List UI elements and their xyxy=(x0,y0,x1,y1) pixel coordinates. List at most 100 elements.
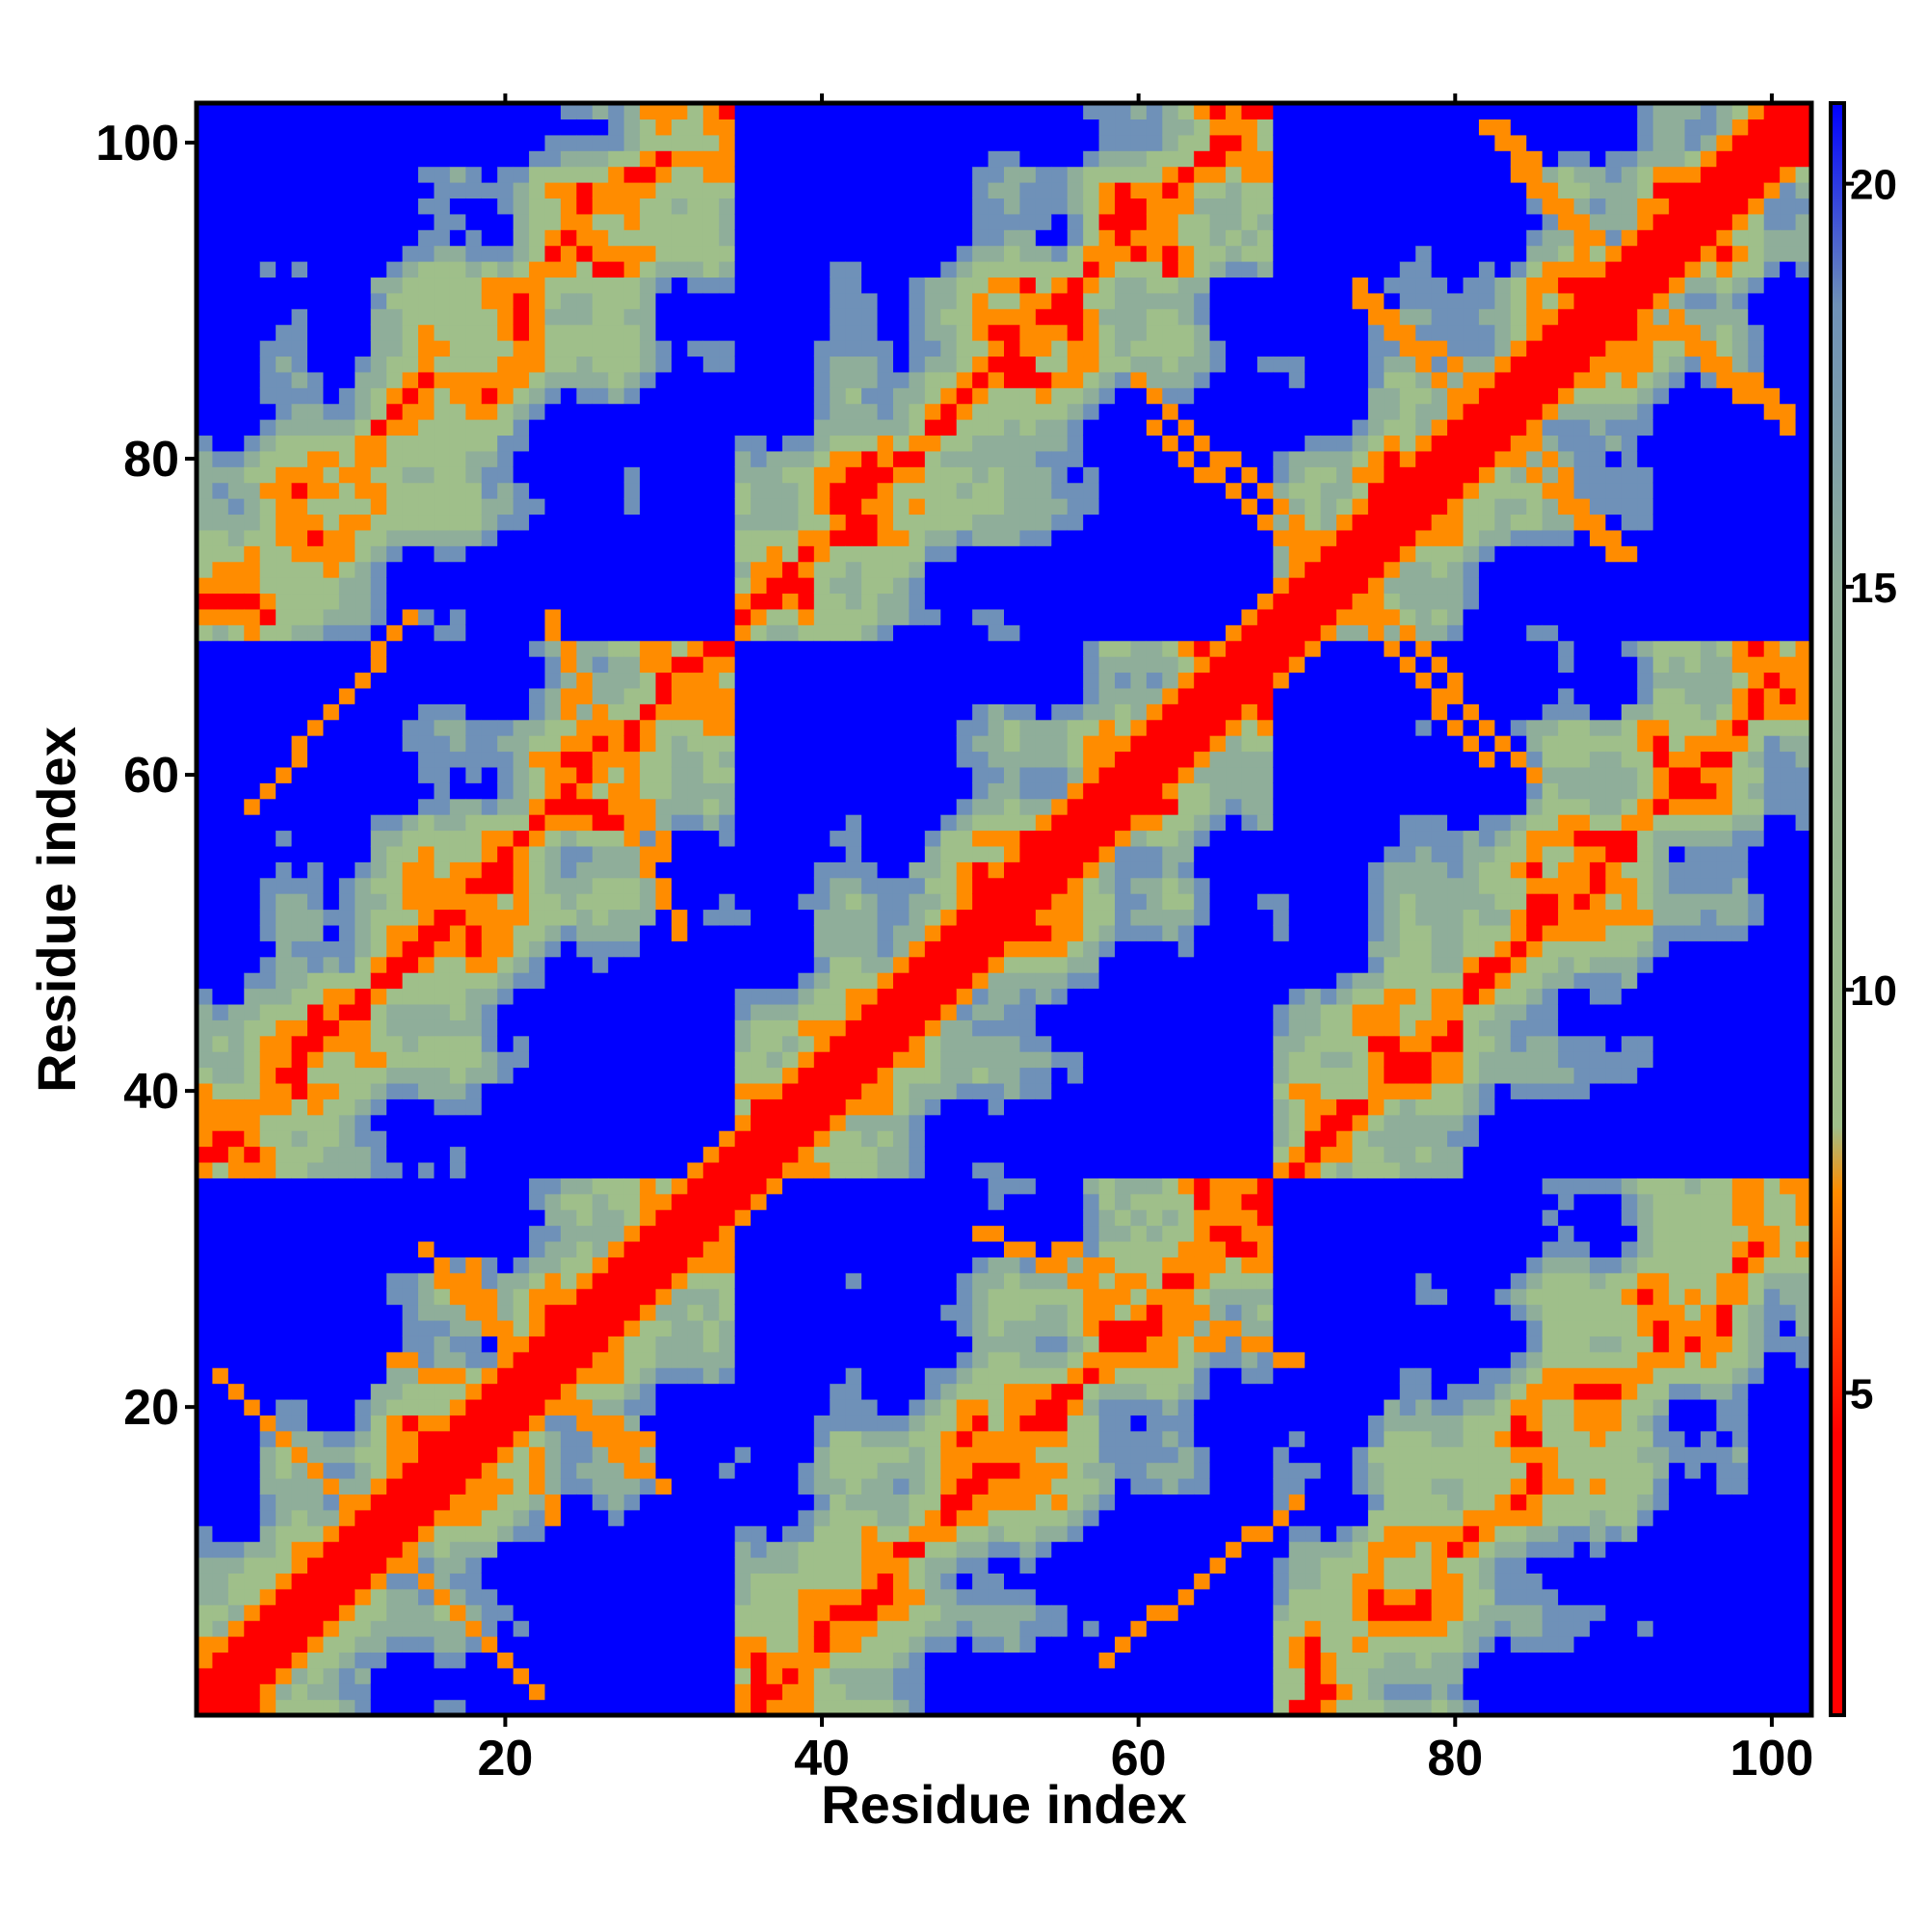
heatmap-cell xyxy=(465,687,483,704)
heatmap-cell xyxy=(766,1098,783,1116)
heatmap-cell xyxy=(892,1178,911,1195)
heatmap-cell xyxy=(655,356,673,373)
heatmap-cell xyxy=(687,292,704,309)
heatmap-cell xyxy=(734,292,752,309)
heatmap-cell xyxy=(576,1178,594,1195)
heatmap-cell xyxy=(560,324,577,341)
heatmap-cell xyxy=(544,1161,562,1178)
heatmap-cell xyxy=(940,213,958,230)
heatmap-cell xyxy=(449,150,466,168)
heatmap-cell xyxy=(560,1415,577,1432)
heatmap-cell xyxy=(529,1635,546,1653)
heatmap-cell xyxy=(212,1146,229,1163)
heatmap-cell xyxy=(402,213,419,230)
heatmap-cell xyxy=(402,845,419,862)
heatmap-cell xyxy=(861,1272,879,1289)
heatmap-cell xyxy=(291,766,308,783)
heatmap-cell xyxy=(323,909,340,926)
heatmap-cell xyxy=(513,261,530,278)
heatmap-cell xyxy=(909,1635,926,1653)
heatmap-cell xyxy=(830,1509,847,1526)
heatmap-cell xyxy=(909,1398,926,1416)
heatmap-cell xyxy=(244,1462,261,1479)
heatmap-cell xyxy=(307,1525,325,1543)
heatmap-cell xyxy=(370,1082,387,1099)
heatmap-cell xyxy=(623,1098,641,1116)
heatmap-cell xyxy=(544,1288,562,1306)
heatmap-cell xyxy=(560,229,577,247)
heatmap-cell xyxy=(640,1383,657,1400)
heatmap-cell xyxy=(687,640,704,657)
heatmap-cell xyxy=(544,277,562,294)
heatmap-cell xyxy=(940,672,958,689)
heatmap-cell xyxy=(259,672,277,689)
heatmap-cell xyxy=(513,435,530,452)
heatmap-cell xyxy=(481,703,498,721)
heatmap-cell xyxy=(813,877,831,894)
heatmap-cell xyxy=(702,1556,720,1574)
heatmap-cell xyxy=(956,940,973,958)
heatmap-cell xyxy=(687,1620,704,1637)
heatmap-cell xyxy=(338,1067,356,1084)
heatmap-cell xyxy=(830,845,847,862)
heatmap-cell xyxy=(259,1446,277,1464)
heatmap-cell xyxy=(892,308,911,326)
heatmap-cell xyxy=(830,1683,847,1701)
heatmap-cell xyxy=(877,213,894,230)
heatmap-cell xyxy=(402,1430,419,1447)
heatmap-cell xyxy=(861,624,879,642)
heatmap-cell xyxy=(781,1683,799,1701)
heatmap-cell xyxy=(244,324,261,341)
heatmap-cell xyxy=(576,1161,594,1178)
heatmap-cell xyxy=(909,687,926,704)
heatmap-cell xyxy=(307,245,325,262)
heatmap-cell xyxy=(355,1336,372,1353)
heatmap-cell xyxy=(924,719,941,736)
heatmap-cell xyxy=(592,213,609,230)
heatmap-cell xyxy=(513,356,530,373)
heatmap-cell xyxy=(671,1336,688,1353)
heatmap-cell xyxy=(449,198,466,215)
heatmap-cell xyxy=(276,1257,293,1274)
heatmap-cell xyxy=(244,1351,261,1368)
heatmap-cell xyxy=(497,245,515,262)
heatmap-cell xyxy=(655,213,673,230)
heatmap-cell xyxy=(608,1003,625,1020)
heatmap-cell xyxy=(892,1319,911,1337)
heatmap-cell xyxy=(560,1604,577,1622)
heatmap-cell xyxy=(608,703,625,721)
heatmap-cell xyxy=(291,1098,308,1116)
heatmap-cell xyxy=(465,1257,483,1274)
heatmap-cell xyxy=(845,1035,862,1052)
heatmap-cell xyxy=(877,1257,894,1274)
heatmap-cell xyxy=(909,672,926,689)
heatmap-cell xyxy=(418,719,436,736)
heatmap-cell xyxy=(291,150,308,168)
heatmap-cell xyxy=(766,545,783,563)
heatmap-cell xyxy=(640,1509,657,1526)
heatmap-cell xyxy=(813,1130,831,1148)
heatmap-cell xyxy=(892,340,911,357)
heatmap-cell xyxy=(449,229,466,247)
heatmap-cell xyxy=(813,435,831,452)
heatmap-cell xyxy=(877,498,894,516)
heatmap-cell xyxy=(513,1588,530,1605)
heatmap-cell xyxy=(719,403,736,420)
heatmap-cell xyxy=(513,1541,530,1558)
heatmap-cell xyxy=(687,277,704,294)
heatmap-cell xyxy=(386,261,404,278)
heatmap-cell xyxy=(227,766,245,783)
heatmap-cell xyxy=(608,498,625,516)
heatmap-cell xyxy=(877,1067,894,1084)
heatmap-cell xyxy=(909,1351,926,1368)
heatmap-cell xyxy=(845,1604,862,1622)
heatmap-cell xyxy=(734,1161,752,1178)
heatmap-cell xyxy=(355,782,372,800)
heatmap-cell xyxy=(687,1051,704,1069)
heatmap-cell xyxy=(197,292,214,309)
heatmap-cell xyxy=(276,798,293,815)
heatmap-cell xyxy=(338,1415,356,1432)
heatmap-cell xyxy=(449,1620,466,1637)
heatmap-cell xyxy=(830,893,847,911)
heatmap-cell xyxy=(655,640,673,657)
